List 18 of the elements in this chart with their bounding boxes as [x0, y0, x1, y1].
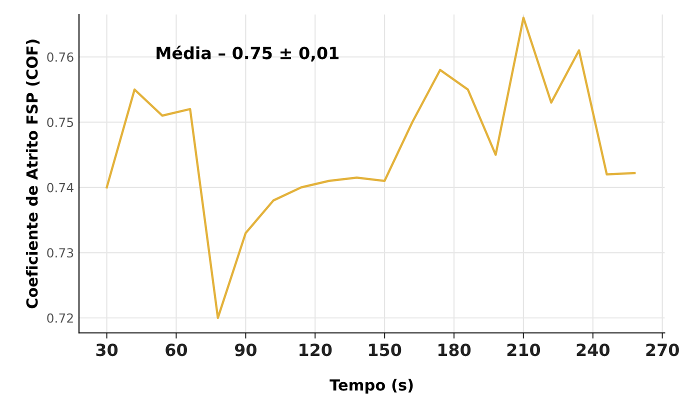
annotation: Média – 0.75 ± 0,01 — [156, 46, 339, 62]
x-axis-title: Tempo (s) — [330, 378, 413, 394]
x-tick-label: 210 — [507, 344, 540, 356]
x-tick-label: 270 — [646, 344, 679, 356]
x-tick-label: 30 — [96, 344, 118, 356]
x-tick-label: 150 — [369, 344, 402, 356]
x-tick-label: 240 — [576, 344, 610, 356]
y-tick-label: 0.73 — [47, 248, 74, 258]
y-tick-label: 0.76 — [47, 52, 74, 62]
x-tick-label: 90 — [234, 344, 256, 356]
y-axis-title: Coeficiente de Atrito FSP (COF) — [26, 40, 40, 308]
x-tick-label: 60 — [166, 344, 188, 356]
x-tick-label: 180 — [438, 344, 471, 356]
y-tick-label: 0.75 — [47, 118, 74, 128]
line-series — [106, 16, 636, 319]
x-tick-label: 120 — [300, 344, 332, 356]
y-tick-label: 0.72 — [47, 313, 73, 323]
y-tick-label: 0.74 — [47, 182, 74, 192]
